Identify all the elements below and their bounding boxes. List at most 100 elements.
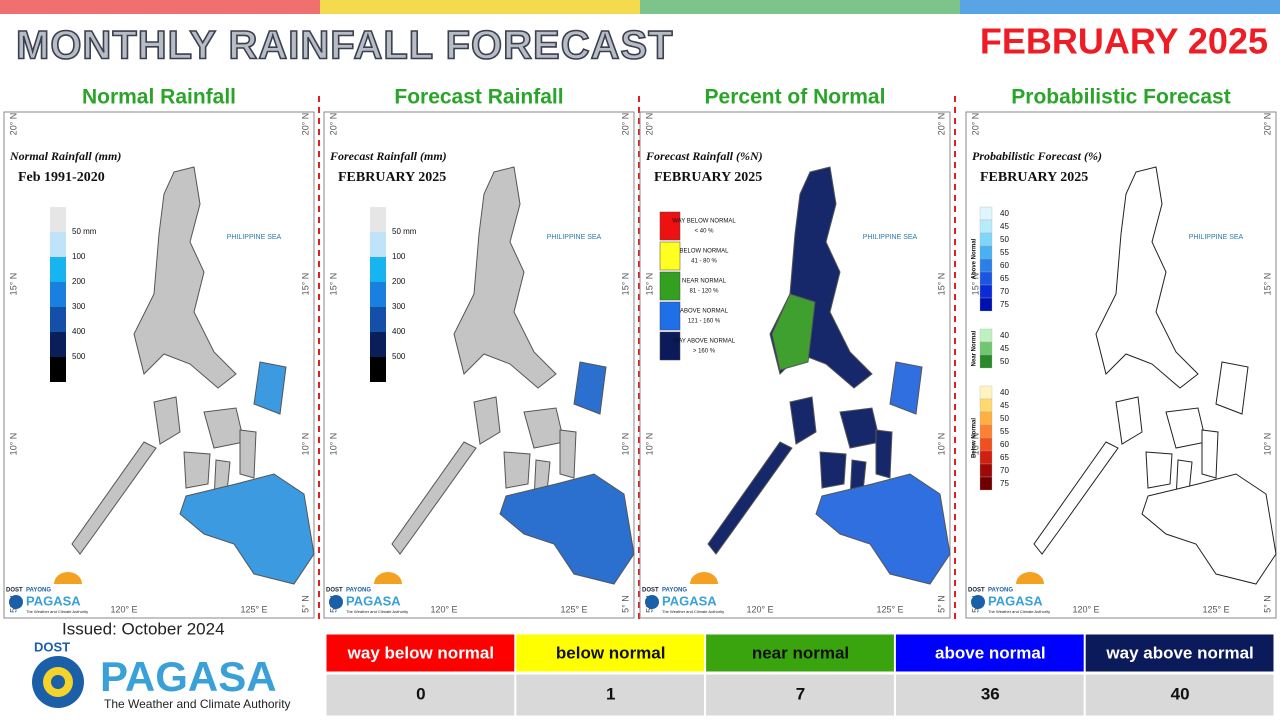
panel-title: Percent of Normal [705, 86, 886, 109]
lat-label: 10° N [8, 433, 18, 456]
legend-label: 200 [72, 277, 86, 286]
legend-swatch [979, 232, 993, 247]
island [1115, 396, 1143, 445]
logo-payong: PAYONG [26, 588, 51, 594]
lat-label: 20° N [620, 113, 630, 136]
legend-swatch [979, 258, 993, 273]
lat-label: 15° N [644, 273, 654, 296]
top-strip [960, 0, 1280, 14]
table-header-cell [894, 633, 1085, 673]
legend-level: 50 [1000, 414, 1009, 423]
lon-label: 125° E [1202, 604, 1229, 614]
legend-label: 300 [392, 302, 406, 311]
island [815, 473, 951, 585]
pagasa-logo: DOST PAGASA The Weather and Climate Auth… [32, 639, 291, 711]
legend-level: 60 [1000, 261, 1009, 270]
logo-agency: PAGASA [662, 593, 717, 608]
logo-payong: PAYONG [662, 588, 687, 594]
legend-range: > 160 % [693, 349, 716, 355]
logo-umbrella [1016, 572, 1044, 584]
island [1215, 361, 1249, 415]
logo-tagline: The Weather and Climate Authority [988, 609, 1050, 614]
lat-label: 10° N [620, 433, 630, 456]
lat-label: 20° N [1262, 113, 1272, 136]
map-panel: Forecast Rainfall 20° N 20° N 15° N 15° N 10°… [323, 86, 640, 620]
legend-swatch [979, 219, 993, 234]
logo-umbrella [54, 572, 82, 584]
lat-label: 15° N [1262, 273, 1272, 296]
lat-label: 10° N [300, 433, 310, 456]
logo-umbrella [690, 572, 718, 584]
logo-tagline: The Weather and Climate Authority [104, 697, 291, 711]
panel-title: Forecast Rainfall [394, 86, 563, 109]
table-header-cell [515, 633, 706, 673]
legend-label: 500 [392, 352, 406, 361]
logo-emblem [51, 675, 65, 689]
legend-swatch [979, 450, 993, 465]
table-count-cell [515, 673, 706, 717]
table-count: 0 [416, 684, 425, 703]
lat-label: 15° N [300, 273, 310, 296]
lat-label: 5° N [1262, 595, 1272, 613]
table-count-cell [894, 673, 1085, 717]
logo-agency: PAGASA [988, 593, 1043, 608]
logo-emblem [971, 595, 985, 609]
island [889, 361, 923, 415]
map-land [1033, 166, 1277, 585]
legend-level: 45 [1000, 222, 1009, 231]
map-subtitle: Feb 1991-2020 [18, 170, 105, 185]
legend-group-name: Below Normal [972, 418, 978, 458]
lon-label: 120° E [430, 604, 457, 614]
lat-label: 5° N [300, 595, 310, 613]
legend-swatch [659, 331, 681, 361]
legend-label: 50 mm [72, 227, 97, 236]
lat-label: 15° N [936, 273, 946, 296]
logo-agency: PAGASA [100, 653, 277, 700]
legend-swatch [370, 307, 386, 332]
logo-dost: DOST [642, 588, 659, 594]
legend-range: 121 - 160 % [688, 319, 721, 325]
legend-swatch [979, 354, 993, 369]
legend-level: 75 [1000, 300, 1009, 309]
logo-agency: PAGASA [26, 593, 81, 608]
legend-swatch [659, 211, 681, 241]
island [239, 429, 257, 479]
legend-level: 40 [1000, 209, 1009, 218]
legend-level: 55 [1000, 427, 1009, 436]
table-header: above normal [935, 643, 1046, 662]
map-subtitle: FEBRUARY 2025 [338, 170, 446, 185]
map-land [707, 166, 951, 585]
island [133, 166, 237, 389]
legend-level: 75 [1000, 479, 1009, 488]
legend-swatch [979, 463, 993, 478]
sea-label: PHILIPPINE SEA [547, 234, 602, 241]
map-panel: Probabilistic Forecast 20° N 20° N 15° N 15°… [965, 86, 1277, 619]
table-header: near normal [752, 643, 849, 662]
island [453, 166, 557, 389]
lat-label: 20° N [328, 113, 338, 136]
logo-emblem [645, 595, 659, 609]
lat-label: 10° N [1262, 433, 1272, 456]
map-subtitle: FEBRUARY 2025 [654, 170, 762, 185]
island [1145, 451, 1173, 489]
logo-dost: DOST [968, 588, 985, 594]
island [789, 396, 817, 445]
legend-swatch [370, 357, 386, 382]
legend-group-name: Above Normal [972, 238, 978, 279]
legend-swatch [979, 398, 993, 413]
lat-label: 5° N [620, 595, 630, 613]
legend-level: 40 [1000, 388, 1009, 397]
table-header: below normal [556, 643, 666, 662]
legend-label: BELOW NORMAL [679, 249, 729, 255]
island [503, 451, 531, 489]
table-count: 36 [981, 684, 1000, 703]
table-count-cell [325, 673, 516, 717]
legend-swatch [50, 357, 66, 382]
legend-level: 50 [1000, 357, 1009, 366]
island [71, 441, 157, 555]
logo-emblem [9, 595, 23, 609]
sea-label: PHILIPPINE SEA [863, 234, 918, 241]
lat-label: 15° N [620, 273, 630, 296]
